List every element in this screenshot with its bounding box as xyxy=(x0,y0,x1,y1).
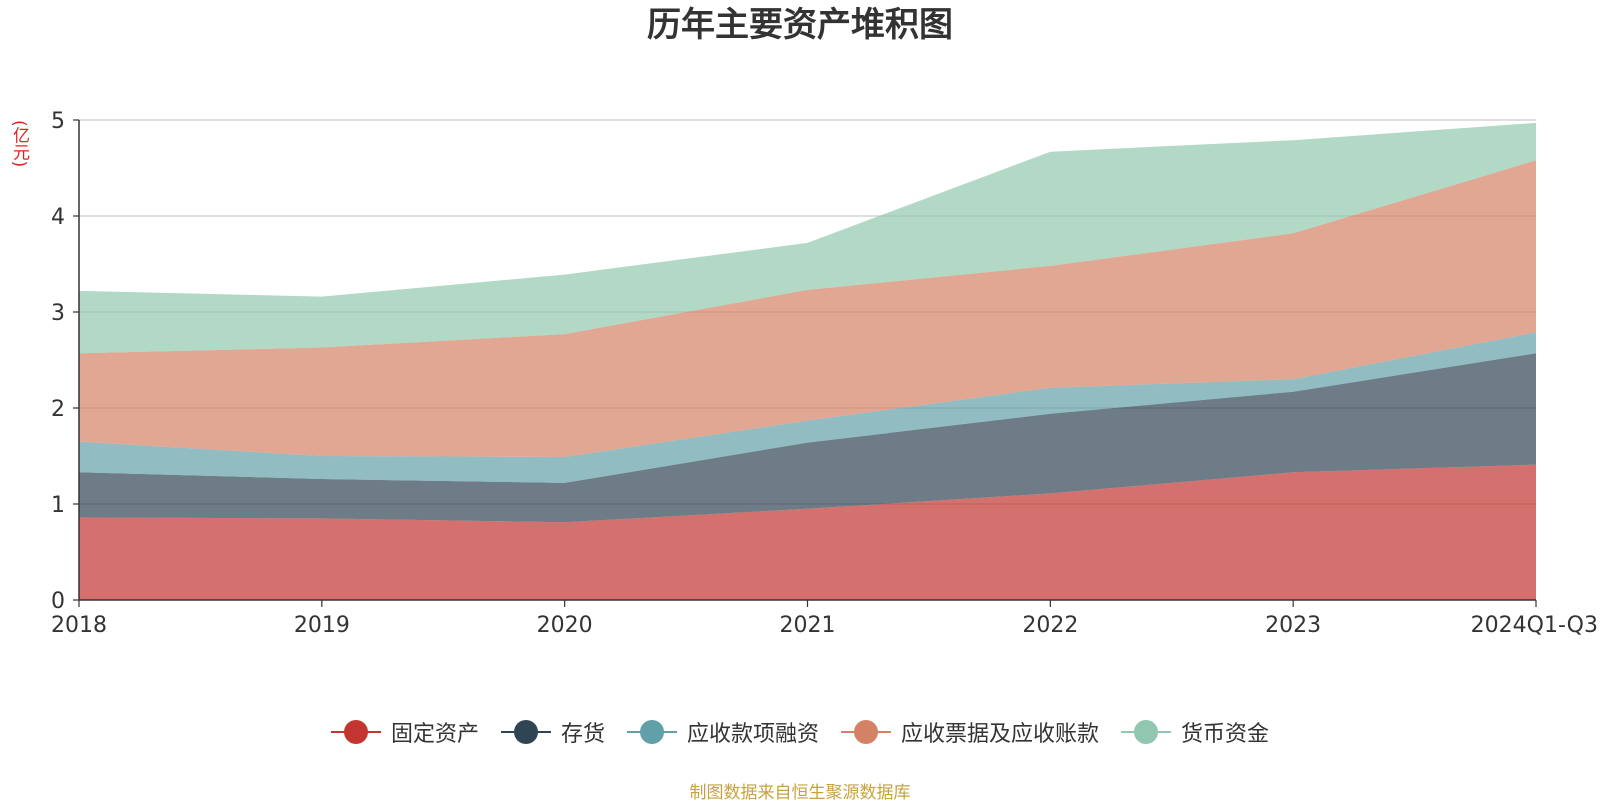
y-tick-label: 2 xyxy=(51,397,65,422)
legend-swatch-icon xyxy=(626,720,677,744)
area-series-1[interactable] xyxy=(79,464,1536,600)
x-tick-label: 2022 xyxy=(1022,613,1078,638)
legend-label: 存货 xyxy=(560,722,605,747)
area-series xyxy=(79,120,1539,600)
data-point xyxy=(805,240,811,246)
y-tick-label: 4 xyxy=(51,205,65,230)
legend-item[interactable]: 应收款项融资 xyxy=(626,716,819,748)
area-series-4[interactable] xyxy=(79,160,1536,458)
legend-swatch-icon xyxy=(500,720,551,744)
legend-label: 固定资产 xyxy=(390,722,479,747)
data-point xyxy=(1290,137,1296,143)
legend-label: 货币资金 xyxy=(1181,722,1270,747)
area-series-2[interactable] xyxy=(79,353,1536,523)
legend-swatch-icon xyxy=(330,720,381,744)
area-series-5[interactable] xyxy=(79,122,1536,354)
area-series-3[interactable] xyxy=(79,332,1536,483)
y-tick-label: 3 xyxy=(51,301,65,326)
axes: 0 1 2 3 4 5 2018 2019 2020 2021 2022 2023 2024Q1-Q3 xyxy=(51,109,1598,638)
legend-label: 应收款项融资 xyxy=(686,722,819,747)
data-point xyxy=(1533,120,1539,126)
legend-label: 应收票据及应收账款 xyxy=(901,722,1100,747)
legend-item[interactable]: 货币资金 xyxy=(1121,716,1269,748)
y-tick-label: 1 xyxy=(51,493,65,518)
legend-item[interactable]: 存货 xyxy=(500,716,605,748)
legend-item[interactable]: 固定资产 xyxy=(330,716,479,748)
data-point xyxy=(1047,149,1053,155)
legend-swatch-icon xyxy=(841,720,891,744)
y-tick-label: 0 xyxy=(51,589,65,614)
x-tick-label: 2023 xyxy=(1265,613,1321,638)
x-tick-label: 2019 xyxy=(294,613,350,638)
legend: 固定资产 存货 应收款项融资 应收票据及应收账款 货币资金 xyxy=(0,716,1600,748)
source-note: 制图数据来自恒生聚源数据库 xyxy=(689,783,911,803)
chart-title: 历年主要资产堆积图 xyxy=(647,5,953,45)
legend-item[interactable]: 应收票据及应收账款 xyxy=(841,716,1099,748)
legend-swatch-icon xyxy=(1121,720,1172,744)
x-tick-label: 2020 xyxy=(537,613,593,638)
data-point xyxy=(319,294,325,300)
x-tick-label: 2021 xyxy=(780,613,836,638)
y-axis-unit-label: (亿元) xyxy=(9,120,29,168)
data-point xyxy=(562,272,568,278)
x-tick-label: 2024Q1-Q3 xyxy=(1471,613,1598,638)
y-tick-label: 5 xyxy=(51,109,65,134)
x-tick-label: 2018 xyxy=(51,613,107,638)
stacked-area-chart: 0 1 2 3 4 5 2018 2019 2020 2021 2022 2023 2024Q1-Q3 xyxy=(51,109,1598,638)
